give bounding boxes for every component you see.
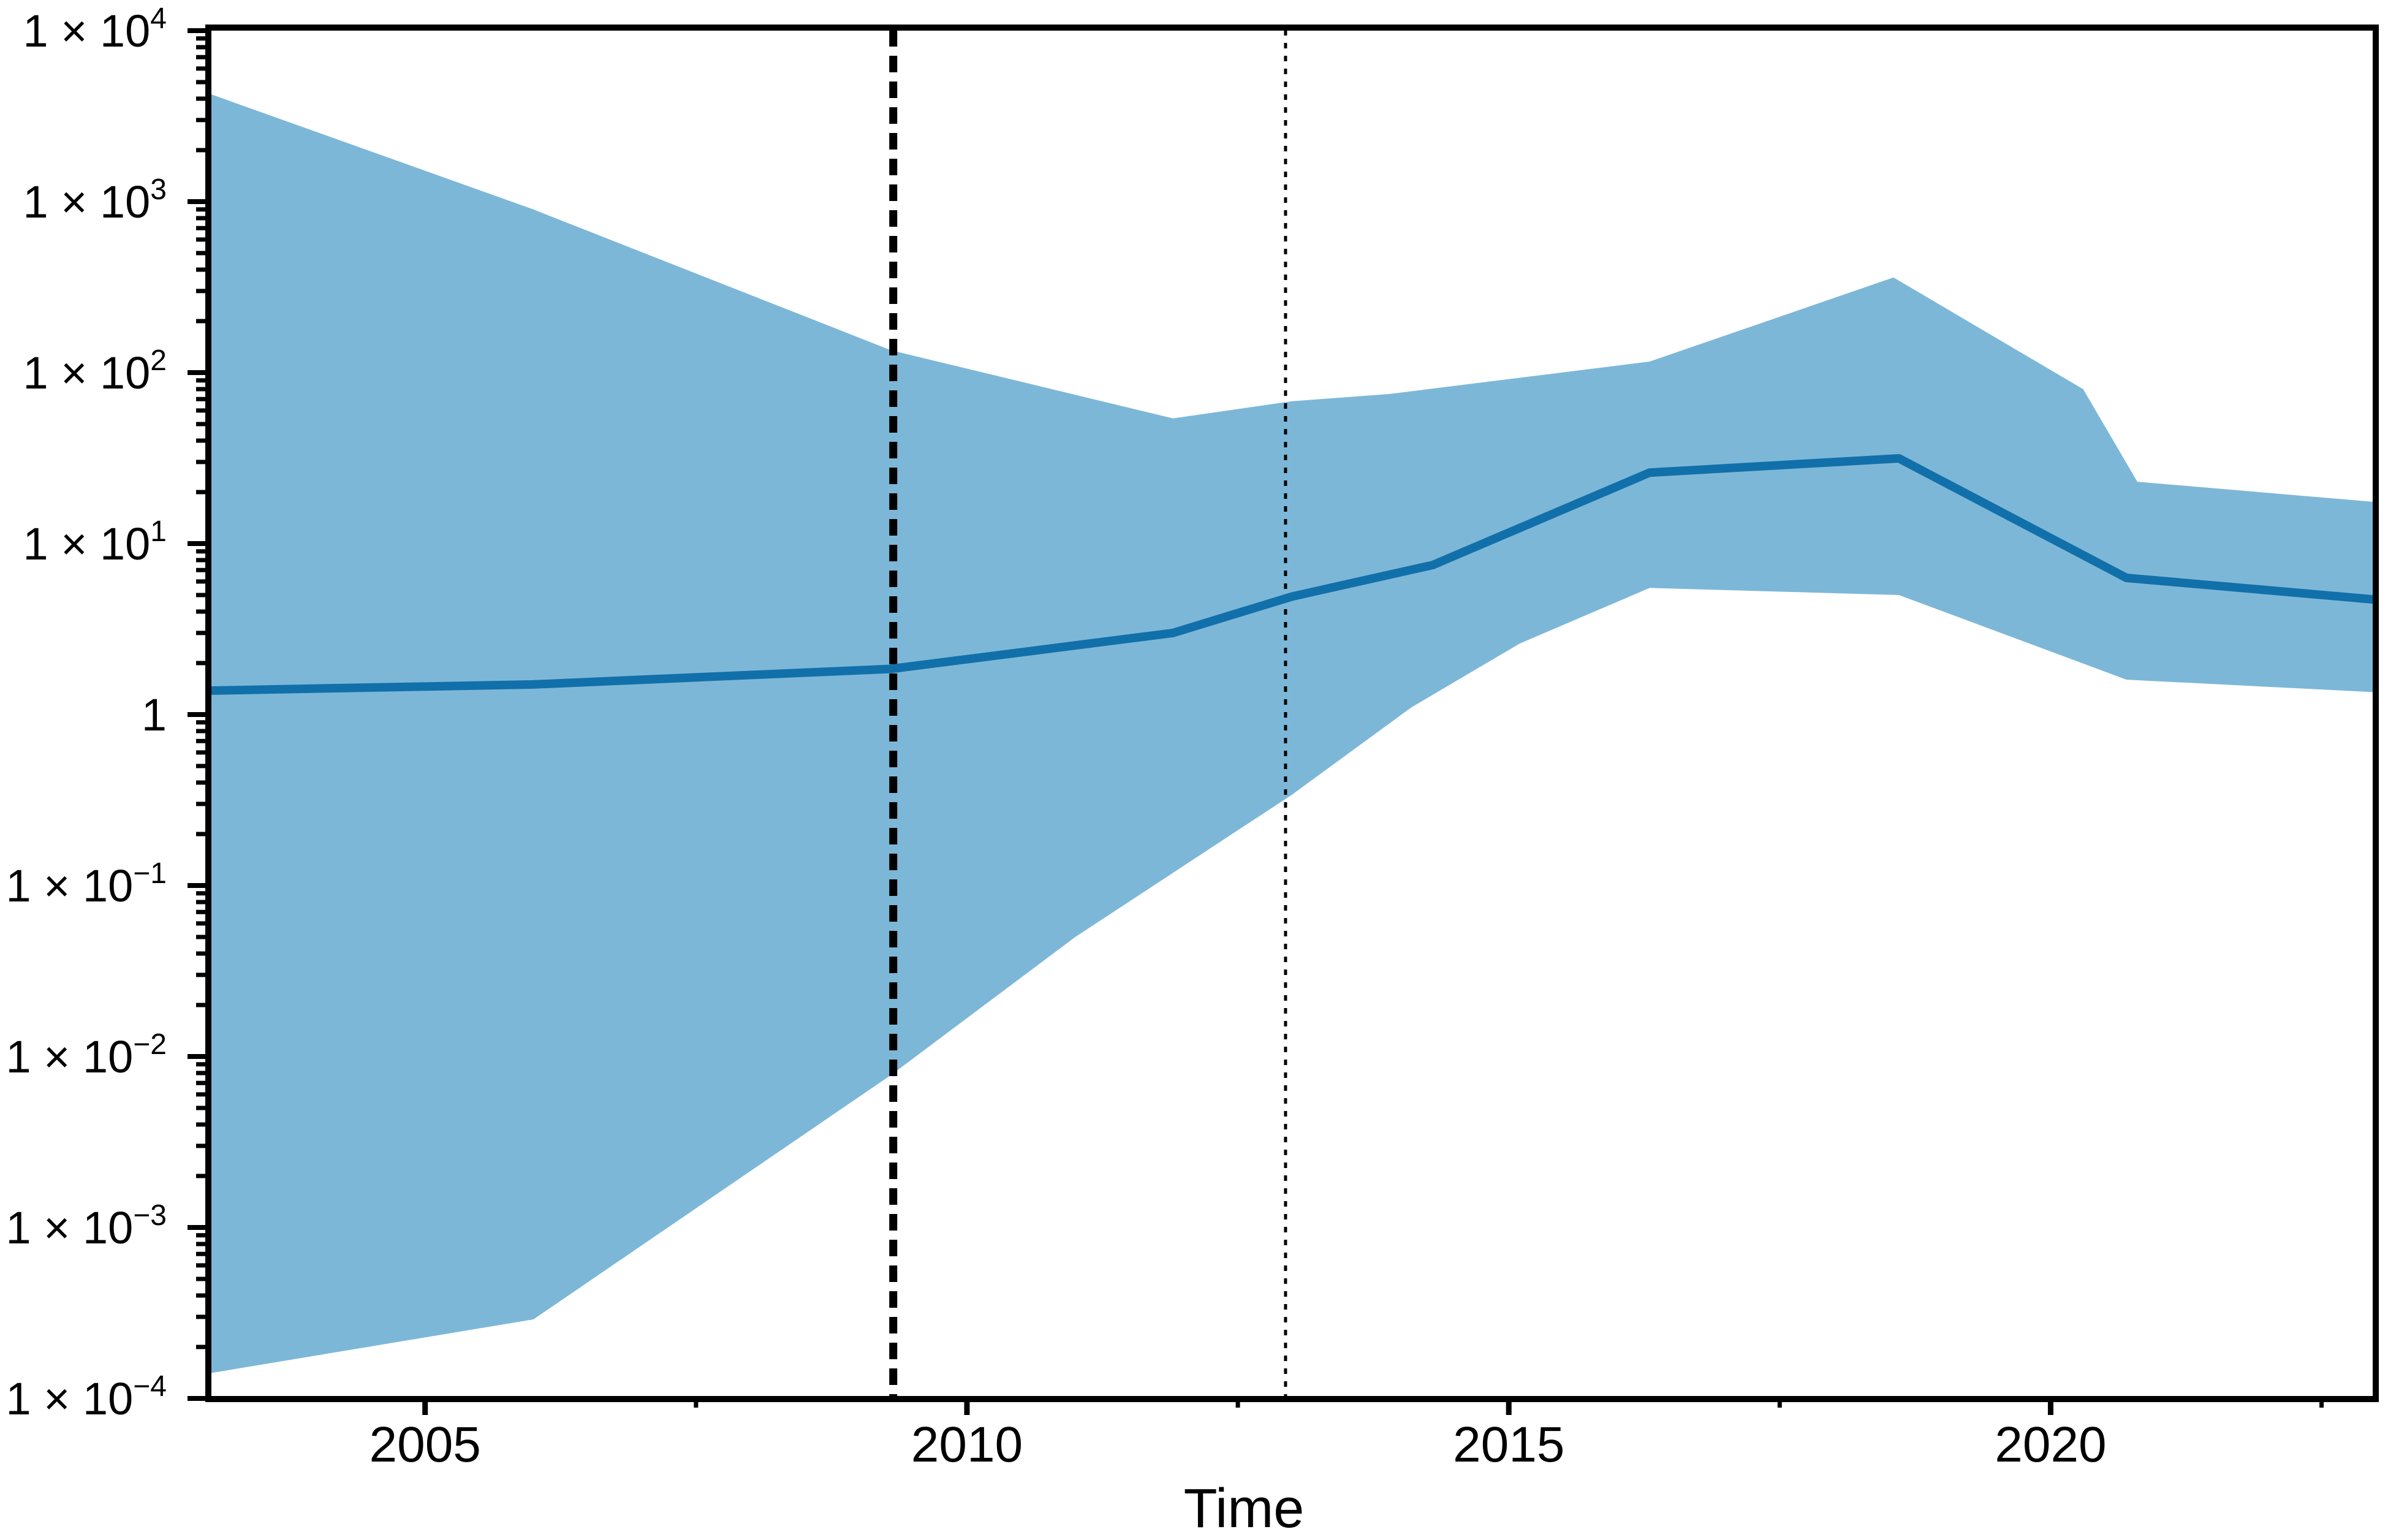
y-tick-label: 1 × 103 (23, 173, 167, 227)
y-tick-label: 1 × 102 (23, 344, 167, 398)
ticks-layer (188, 28, 2324, 1415)
x-tick-label: 2005 (369, 1417, 480, 1473)
y-tick-label: 1 × 10−1 (6, 857, 167, 911)
y-tick-label: 1 × 104 (23, 2, 167, 56)
x-axis-title: Time (1184, 1478, 1305, 1539)
labels-layer: 1 × 104 1 × 103 1 × 102 1 × 101 1 1 × 10−1 1 ×… (6, 2, 2106, 1473)
y-tick-label: 1 × 10−4 (6, 1370, 167, 1424)
median-line-layer (208, 454, 2376, 695)
y-tick-label: 1 (142, 689, 167, 740)
y-tick-label: 1 × 10−2 (6, 1028, 167, 1082)
x-tick-label: 2020 (1995, 1417, 2106, 1473)
credible-interval-band (208, 93, 2376, 1374)
y-tick-label: 1 × 10−3 (6, 1199, 167, 1253)
reference-lines-layer (889, 30, 1287, 1397)
median-line (208, 454, 2376, 695)
x-tick-label: 2015 (1453, 1417, 1564, 1473)
x-tick-label: 2010 (911, 1417, 1023, 1473)
band-layer (208, 93, 2376, 1374)
y-tick-label: 1 × 101 (23, 515, 167, 569)
